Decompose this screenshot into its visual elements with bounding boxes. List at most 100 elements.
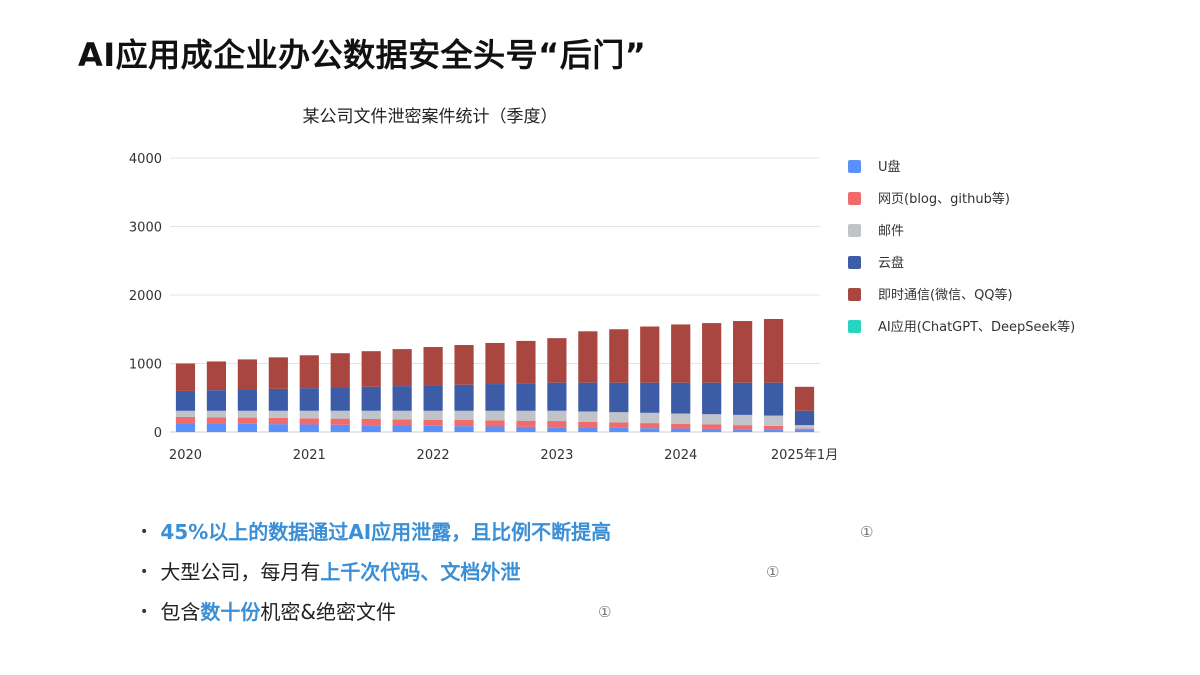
bar-segment-4: [578, 331, 598, 383]
citation-mark: ①: [860, 523, 874, 541]
bar-segment-3: [763, 382, 784, 416]
bar-segment-1: [330, 418, 350, 425]
bullet-marker: •: [140, 564, 149, 580]
bar-segment-1: [237, 417, 257, 424]
x-tick-label: 2023: [540, 448, 573, 463]
citation-mark: ①: [598, 603, 612, 621]
x-tick-label: 2024: [664, 448, 697, 463]
bar-segment-3: [454, 384, 474, 411]
bar-segment-0: [702, 428, 722, 432]
bullet-list: • 45%以上的数据通过AI应用泄露，且比例不断提高 ① • 大型公司，每月有上…: [140, 512, 1040, 632]
legend-swatch: [848, 256, 861, 269]
bar-segment-3: [794, 410, 815, 426]
bar-segment-1: [392, 419, 412, 426]
bar-segment-1: [361, 418, 381, 426]
bar-segment-2: [485, 410, 505, 421]
legend-swatch: [848, 288, 861, 301]
bar-segment-4: [423, 347, 443, 386]
bar-segment-4: [640, 326, 660, 383]
bar-segment-1: [671, 423, 691, 429]
legend-label: AI应用(ChatGPT、DeepSeek等): [878, 319, 1075, 335]
bar-segment-2: [794, 425, 815, 429]
bar-segment-3: [547, 382, 567, 411]
bar-segment-1: [640, 423, 660, 429]
bar-segment-2: [299, 410, 319, 419]
bar-segment-1: [547, 421, 567, 428]
bar-segment-0: [299, 424, 319, 432]
bar-segment-2: [609, 412, 629, 423]
bullet-2-part-2: 上千次代码、文档外泄: [320, 560, 521, 584]
bar-segment-1: [516, 420, 536, 427]
bar-segment-1: [206, 417, 227, 424]
bar-segment-2: [361, 410, 381, 419]
bar-segment-3: [423, 385, 443, 411]
bar-segment-0: [794, 429, 815, 432]
bar-segment-4: [547, 338, 567, 383]
bar-segment-2: [578, 411, 598, 422]
bullet-3-part-1: 包含: [160, 600, 201, 624]
bar-segment-0: [392, 425, 412, 432]
bar-segment-0: [423, 425, 443, 432]
bar-segment-0: [547, 427, 567, 432]
bar-segment-2: [268, 410, 288, 418]
bar-segment-4: [268, 357, 288, 389]
bar-segment-2: [454, 410, 474, 421]
bar-segment-1: [702, 424, 722, 429]
bar-segment-4: [392, 349, 412, 387]
bar-segment-4: [794, 386, 815, 411]
bar-segment-3: [671, 382, 691, 414]
bar-segment-0: [578, 427, 598, 432]
bar-segment-2: [702, 414, 722, 425]
x-tick-label: 2020: [169, 448, 202, 463]
bar-segment-2: [423, 410, 443, 420]
bullet-marker: •: [140, 524, 149, 540]
bar-segment-2: [763, 415, 784, 426]
legend-swatch: [848, 192, 861, 205]
bar-segment-1: [485, 420, 505, 427]
bar-segment-3: [578, 382, 598, 412]
bar-segment-1: [175, 416, 196, 424]
slide-title: AI应用成企业办公数据安全头号“后门”: [78, 36, 647, 74]
bar-segment-0: [485, 426, 505, 432]
citation-mark: ①: [766, 563, 780, 581]
bar-segment-4: [671, 324, 691, 383]
bar-segment-0: [516, 426, 536, 432]
bar-segment-4: [516, 340, 536, 384]
bar-segment-4: [237, 359, 257, 390]
bar-segment-4: [206, 361, 227, 391]
legend-label: 网页(blog、github等): [878, 191, 1010, 207]
bar-segment-3: [609, 382, 629, 413]
bar-segment-3: [640, 382, 660, 413]
bar-segment-1: [299, 418, 319, 425]
bar-segment-4: [361, 351, 381, 387]
bar-segment-0: [454, 426, 474, 432]
bar-segment-3: [175, 390, 196, 411]
bar-segment-1: [268, 417, 288, 425]
bar-segment-3: [485, 384, 505, 411]
bar-segment-3: [237, 389, 257, 411]
x-tick-label: 2025年1月: [771, 448, 838, 463]
x-tick-label: 2022: [417, 448, 450, 463]
bar-segment-3: [206, 390, 227, 411]
bar-segment-2: [206, 410, 227, 418]
stacked-bar-chart: 某公司文件泄密案件统计（季度） 0 1000 2000 3000 4000 2020 202…: [129, 107, 1075, 463]
bar-segment-3: [268, 388, 288, 411]
bar-segment-2: [671, 413, 691, 424]
bar-segment-1: [794, 428, 815, 430]
bar-segment-0: [671, 428, 691, 432]
bar-segment-0: [640, 428, 660, 432]
bullet-item: • 包含数十份机密&绝密文件 ①: [140, 592, 1040, 632]
y-tick-label: 4000: [129, 152, 162, 167]
bar-segment-0: [268, 424, 288, 432]
bar-segment-1: [578, 421, 598, 428]
bar-segment-4: [330, 353, 350, 388]
x-tick-label: 2021: [293, 448, 326, 463]
bullet-marker: •: [140, 604, 149, 620]
bar-segment-4: [175, 363, 196, 391]
bar-segment-2: [175, 410, 196, 417]
bar-segment-3: [392, 386, 412, 411]
bar-segment-2: [237, 410, 257, 418]
chart-title: 某公司文件泄密案件统计（季度）: [303, 107, 558, 127]
bar-segment-3: [361, 386, 381, 411]
bullet-1-part-1: 45%以上的数据通过AI应用泄露，且比例不断提高: [160, 520, 612, 544]
